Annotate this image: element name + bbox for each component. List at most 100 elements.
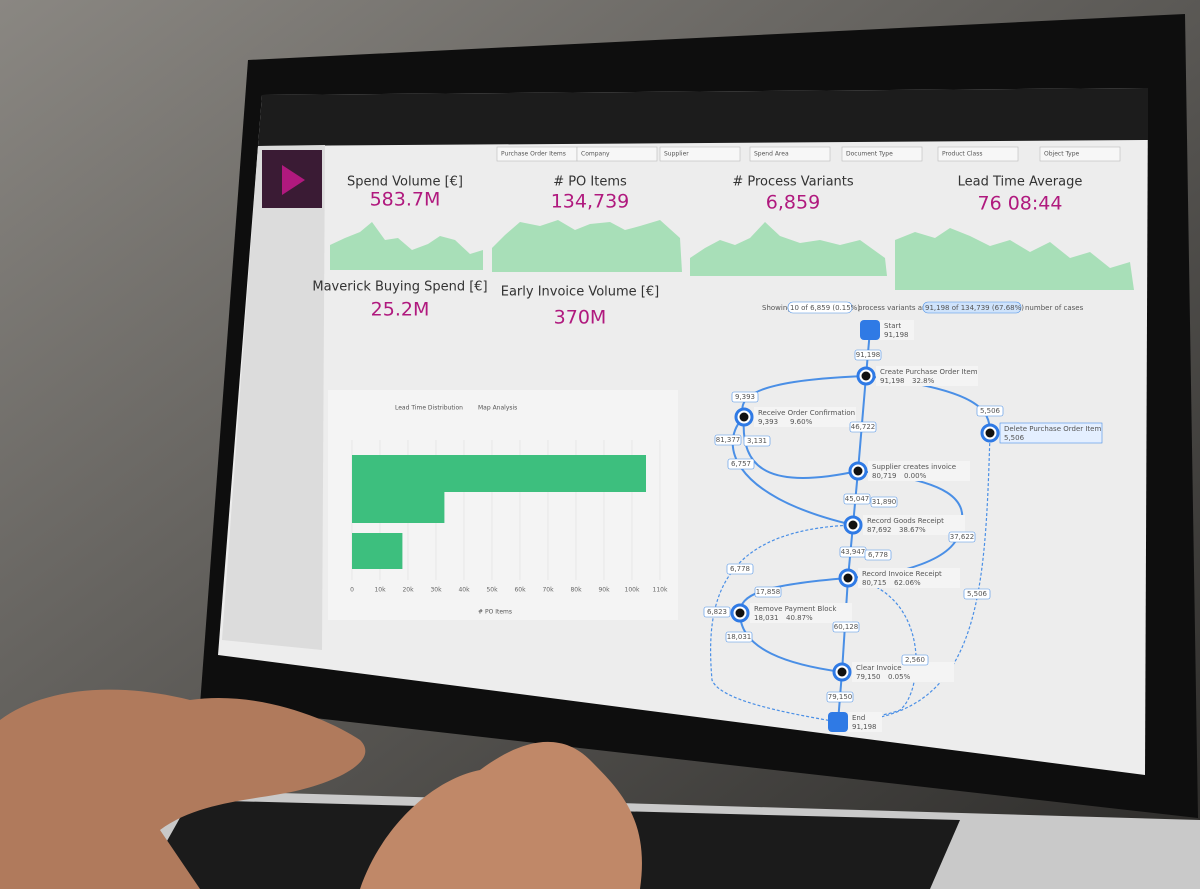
edge-chip <box>714 434 742 446</box>
node-count: 18,031 <box>754 614 779 622</box>
summary-chip <box>922 301 1022 314</box>
filter-box[interactable] <box>576 146 658 162</box>
node-box <box>999 422 1103 444</box>
sidebar <box>222 145 325 650</box>
edge-chip <box>731 391 759 403</box>
filter-box[interactable] <box>841 146 923 162</box>
node-share: 62.06% <box>894 579 921 587</box>
filter-box[interactable] <box>1039 146 1121 162</box>
edge-label: 9,393 <box>735 393 755 401</box>
node-label: Create Purchase Order Item <box>880 368 978 376</box>
edge-chip <box>832 621 860 633</box>
node-count: 91,198 <box>884 331 909 339</box>
node-core <box>985 428 995 438</box>
node-count: 91,198 <box>880 377 905 385</box>
node-core <box>848 520 858 530</box>
node-box <box>852 662 954 682</box>
summary-text: 10 of 6,859 (0.15%) <box>790 304 860 312</box>
node-share: 9.60% <box>790 418 813 426</box>
node-label: Delete Purchase Order Item <box>1004 425 1101 433</box>
node-box <box>848 712 882 732</box>
node-share: 0.00% <box>904 472 927 480</box>
filter-box[interactable] <box>749 146 831 162</box>
x-tick-label: 100k <box>625 587 640 594</box>
node-label: End <box>852 714 865 722</box>
bar <box>352 483 445 523</box>
edge-label: 31,890 <box>872 498 897 506</box>
sparkline <box>330 222 483 270</box>
node-box <box>863 515 965 535</box>
node-share: 0.05% <box>888 673 911 681</box>
sparkline <box>895 228 1134 290</box>
edge-label: 18,031 <box>727 633 752 641</box>
edge-label: 2,560 <box>905 656 925 664</box>
edge-chip <box>754 586 782 598</box>
edge-label: 37,622 <box>950 533 975 541</box>
node-count: 80,719 <box>872 472 897 480</box>
sparkline <box>690 222 887 276</box>
node-count: 87,692 <box>867 526 892 534</box>
kpi-label: # PO Items <box>553 175 627 190</box>
tab[interactable]: Lead Time Distribution <box>395 405 463 412</box>
edge-label: 3,131 <box>747 437 767 445</box>
edge-chip <box>901 654 929 666</box>
node-box <box>880 320 914 340</box>
edge-chip <box>948 531 976 543</box>
kpi-value: 370M <box>554 307 607 329</box>
node-count: 91,198 <box>852 723 877 731</box>
tab[interactable]: Map Analysis <box>478 405 517 412</box>
edge-label: 60,128 <box>834 623 859 631</box>
x-tick-label: 50k <box>486 587 498 594</box>
x-tick-label: 40k <box>458 587 470 594</box>
edge-label: 91,198 <box>856 351 881 359</box>
edge-chip <box>854 349 882 361</box>
summary-chip <box>787 301 853 314</box>
node-label: Remove Payment Block <box>754 605 837 613</box>
edge-label: 5,506 <box>980 407 1001 415</box>
node-core <box>861 371 871 381</box>
node-label: Record Goods Receipt <box>867 517 944 525</box>
right-hand <box>360 741 642 889</box>
filter-label: Product Class <box>942 151 982 158</box>
kpi-label: Spend Volume [€] <box>347 175 463 190</box>
edge-label: 6,778 <box>730 565 750 573</box>
edge-label: 43,947 <box>841 548 866 556</box>
edge-chip <box>843 493 871 505</box>
node-box <box>876 366 978 386</box>
node-count: 9,393 <box>758 418 778 426</box>
logo-icon <box>282 165 305 195</box>
kpi-value: 76 08:44 <box>978 193 1063 215</box>
filter-label: Spend Area <box>754 151 789 158</box>
edge <box>709 524 854 723</box>
x-tick-label: 30k <box>430 587 442 594</box>
edge-chip <box>826 691 854 703</box>
edge-chip <box>743 435 771 447</box>
x-tick-label: 60k <box>514 587 526 594</box>
x-tick-label: 20k <box>402 587 414 594</box>
edge-chip <box>726 563 754 575</box>
filter-box[interactable] <box>659 146 741 162</box>
filter-label: Document Type <box>846 151 893 158</box>
edge-label: 79,150 <box>828 693 853 701</box>
bar <box>352 533 403 569</box>
node-share: 40.87% <box>786 614 813 622</box>
edge-label: 6,823 <box>707 608 727 616</box>
edge-label: 17,858 <box>756 588 781 596</box>
node-terminal <box>860 320 880 340</box>
x-tick-label: 90k <box>598 587 610 594</box>
edge-chip <box>963 588 991 600</box>
filter-label: Supplier <box>664 151 689 158</box>
node-count: 79,150 <box>856 673 881 681</box>
node-box <box>868 461 970 481</box>
edge-chip <box>849 421 877 433</box>
node-count: 80,715 <box>862 579 887 587</box>
kpi-label: Maverick Buying Spend [€] <box>312 280 487 295</box>
node-core <box>843 573 853 583</box>
node-core <box>837 667 847 677</box>
filter-box[interactable] <box>937 146 1019 162</box>
node-label: Clear Invoice <box>856 664 902 672</box>
kpi-value: 6,859 <box>766 192 820 214</box>
filter-label: Company <box>581 151 610 158</box>
node-core <box>735 608 745 618</box>
edge-label: 6,757 <box>731 460 751 468</box>
